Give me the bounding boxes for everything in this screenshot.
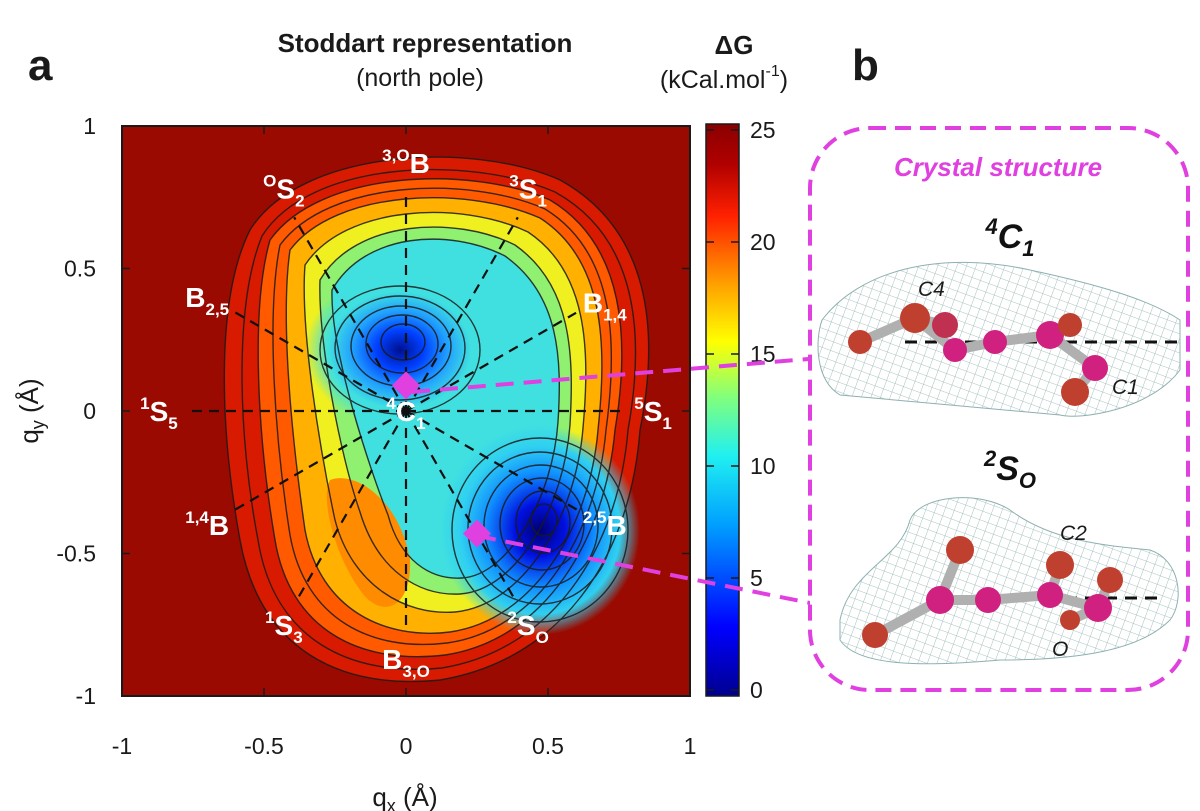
y-tick-label: 0.5: [64, 256, 96, 282]
colorbar-unit: (kCal.mol-1): [660, 63, 788, 94]
conformer-label: 1,4B: [185, 508, 229, 541]
x-tick-label: -1: [112, 733, 132, 759]
conformer-label: OS2: [263, 172, 304, 211]
x-tick-label: 0: [400, 733, 413, 759]
y-axis-label: qy (Å): [14, 378, 48, 443]
conformer-spoke: [405, 216, 519, 412]
colorbar-tick-label: 5: [750, 565, 763, 591]
colorbar-title: ΔG: [715, 30, 754, 60]
panel-a-letter: a: [28, 41, 53, 90]
conformer-label: 3,OB: [382, 146, 430, 179]
conformer-label: 2SO: [507, 608, 548, 647]
colorbar-tick-label: 20: [750, 229, 776, 255]
conformer-label: 2,5B: [583, 508, 627, 541]
conformer-label: B2,5: [185, 282, 229, 319]
y-axis-ticks: 1 0.5 0 -0.5 -1: [56, 113, 690, 709]
atom-label-top-2: C1: [1112, 376, 1139, 399]
x-axis-label: qx (Å): [372, 782, 437, 811]
conformer-labels: 3,OB 3S1 B1,4 5S1 2,5B 2SO B3,O 1S3 1,4B 1S5 B2,5 O…: [140, 146, 672, 681]
chart-subtitle: (north pole): [356, 64, 484, 92]
conformer-label: B1,4: [583, 288, 627, 325]
conformer-spokes: [188, 193, 624, 629]
conformer-label: 1S3: [265, 608, 303, 647]
atom-label-top-1: C4: [918, 278, 945, 301]
y-tick-label: -0.5: [56, 541, 96, 567]
colorbar-tick-label: 25: [750, 117, 776, 143]
colorbar: [705, 123, 740, 697]
heatmap-area: 3,OB 3S1 B1,4 5S1 2,5B 2SO B3,O 1S3 1,4B 1S5 B2,5 O…: [122, 126, 690, 696]
conformer-label: 3S1: [509, 172, 547, 211]
panel-b-letter: b: [852, 41, 879, 90]
chart-title: Stoddart representation: [278, 28, 573, 58]
x-tick-label: 0.5: [532, 733, 564, 759]
crystal-top-label: 4C1: [984, 214, 1034, 261]
conformer-label: 4C1: [386, 394, 425, 433]
y-tick-label: -1: [76, 683, 96, 709]
electron-density-mesh-bottom: [839, 497, 1179, 665]
crystal-bottom-label: 2SO: [983, 446, 1036, 493]
conformer-spoke: [293, 216, 407, 412]
connector-bottom: [477, 534, 821, 607]
conformer-label: 1S5: [140, 394, 178, 433]
x-axis-ticks: -1 -0.5 0 0.5 1: [112, 126, 697, 759]
molecule-bottom: [862, 536, 1123, 648]
conformer-label: 5S1: [634, 394, 672, 433]
colorbar-tick-label: 10: [750, 453, 776, 479]
x-tick-label: -0.5: [244, 733, 284, 759]
diamond-marker: [463, 519, 491, 548]
connector-top: [411, 356, 821, 394]
conformer-label: B3,O: [382, 644, 430, 681]
molecule-top: [848, 303, 1108, 406]
y-tick-label: 0: [83, 398, 96, 424]
atom-label-bottom-1: C2: [1060, 522, 1087, 545]
colorbar-tick-label: 0: [750, 677, 763, 703]
contour-lines: [223, 156, 650, 683]
x-tick-label: 1: [684, 733, 697, 759]
conformer-spoke: [405, 410, 516, 599]
y-tick-label: 1: [83, 113, 96, 139]
energy-tail-orange: [326, 478, 411, 607]
conformer-spoke: [296, 410, 407, 599]
atom-label-bottom-2: O: [1052, 638, 1068, 661]
crystal-title: Crystal structure: [894, 152, 1102, 182]
